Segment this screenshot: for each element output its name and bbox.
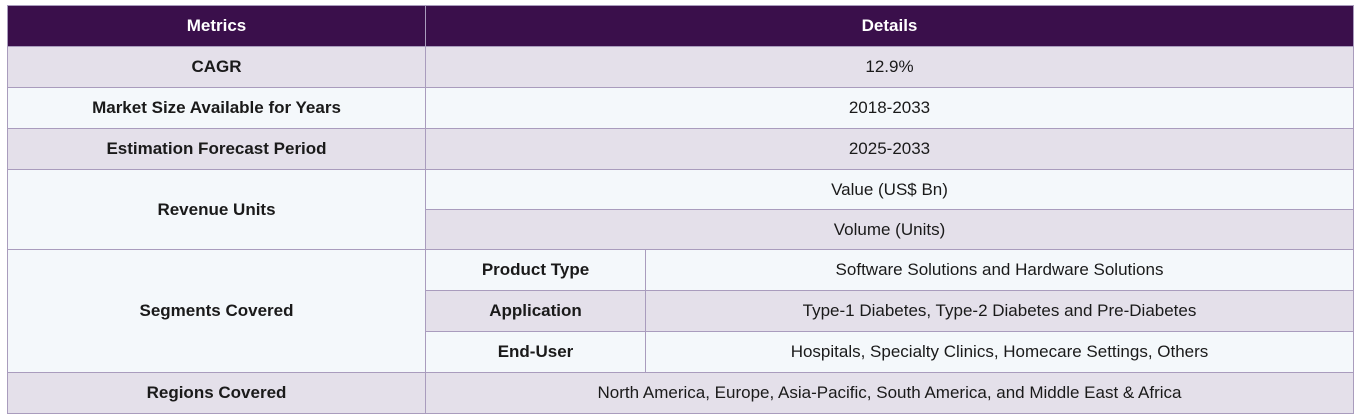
table-header-row: Metrics Details: [7, 5, 1354, 47]
row-label-forecast: Estimation Forecast Period: [7, 128, 426, 170]
table-row: Regions Covered North America, Europe, A…: [7, 372, 1354, 414]
row-value-revenue-volume: Volume (Units): [425, 209, 1354, 250]
row-value-market-size: 2018-2033: [425, 87, 1354, 129]
segment-name-application: Application: [425, 290, 646, 332]
row-label-market-size: Market Size Available for Years: [7, 87, 426, 129]
row-label-cagr: CAGR: [7, 46, 426, 88]
table-row: CAGR 12.9%: [7, 46, 1354, 88]
row-label-revenue-units: Revenue Units: [7, 169, 426, 250]
table-row: Application Type-1 Diabetes, Type-2 Diab…: [8, 290, 1354, 332]
header-metrics: Metrics: [7, 5, 426, 47]
segment-value-product-type: Software Solutions and Hardware Solution…: [645, 249, 1354, 291]
segment-value-application: Type-1 Diabetes, Type-2 Diabetes and Pre…: [645, 290, 1354, 332]
row-label-segments: Segments Covered: [7, 249, 426, 373]
table-row: Segments Covered Product Type Software S…: [7, 249, 1354, 373]
row-value-cagr: 12.9%: [425, 46, 1354, 88]
table-row: Revenue Units Value (US$ Bn): [7, 169, 1354, 250]
row-value-regions: North America, Europe, Asia-Pacific, Sou…: [425, 372, 1354, 414]
table-row: End-User Hospitals, Specialty Clinics, H…: [8, 331, 1354, 373]
segment-value-end-user: Hospitals, Specialty Clinics, Homecare S…: [645, 331, 1354, 373]
row-value-forecast: 2025-2033: [425, 128, 1354, 170]
row-value-revenue-value: Value (US$ Bn): [425, 169, 1354, 210]
metrics-table: Metrics Details CAGR 12.9% Market Size A…: [7, 5, 1354, 414]
table-row: Estimation Forecast Period 2025-2033: [7, 128, 1354, 170]
header-details: Details: [425, 5, 1354, 47]
segment-name-end-user: End-User: [425, 331, 646, 373]
table-row: Market Size Available for Years 2018-203…: [7, 87, 1354, 129]
segment-name-product-type: Product Type: [425, 249, 646, 291]
table-row: Volume (Units): [8, 209, 1354, 250]
row-label-regions: Regions Covered: [7, 372, 426, 414]
